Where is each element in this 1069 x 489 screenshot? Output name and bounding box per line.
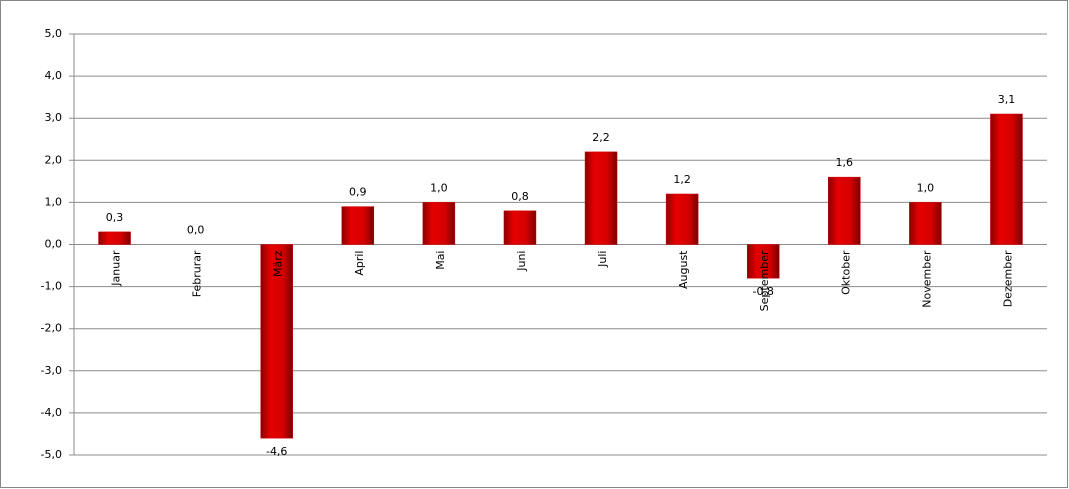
value-label: -4,6 [266,445,287,458]
bar [341,206,375,245]
bar [98,231,131,245]
y-tick-label: 3,0 [45,111,63,124]
y-tick-label: 2,0 [45,153,63,166]
value-label: -0,8 [752,285,773,298]
x-tick-label: Oktober [839,250,852,295]
y-tick-label: -1,0 [41,280,62,293]
x-tick-label: Juli [596,251,609,268]
y-tick-label: -4,0 [41,406,62,419]
x-tick-label: April [353,251,366,276]
value-label: 0,8 [511,190,529,203]
bar [503,210,537,245]
value-label: 0,3 [106,211,124,224]
bar [422,202,456,245]
value-label: 1,0 [430,181,448,194]
x-tick-label: Mai [434,251,447,270]
value-label: 2,2 [592,131,610,144]
value-label: 0,0 [187,224,205,237]
y-tick-label: -2,0 [41,322,62,335]
x-tick-label: Juni [515,251,528,272]
x-tick-label: August [677,250,690,289]
bar [746,244,780,279]
value-label: 1,0 [917,181,935,194]
value-label: 3,1 [998,93,1016,106]
x-tick-label: Februrar [191,250,204,297]
x-tick-label: Dezember [1001,250,1014,307]
value-label: 1,6 [836,156,854,169]
y-tick-label: 0,0 [45,238,63,251]
y-tick-label: 1,0 [45,195,63,208]
y-tick-label: 4,0 [45,69,63,82]
y-tick-label: 5,0 [45,27,63,40]
x-tick-label: März [272,250,285,277]
bar [665,193,699,245]
bar [260,244,293,439]
y-tick-label: -5,0 [41,448,62,461]
x-tick-label: September [758,250,771,311]
y-tick-label: -3,0 [41,364,62,377]
x-tick-label: November [920,250,933,308]
bar [584,151,618,245]
bar [828,176,861,245]
value-label: 1,2 [673,173,691,186]
x-tick-label: Januar [110,250,123,287]
value-label: 0,9 [349,186,367,199]
bar [990,113,1023,245]
bar [909,202,942,245]
